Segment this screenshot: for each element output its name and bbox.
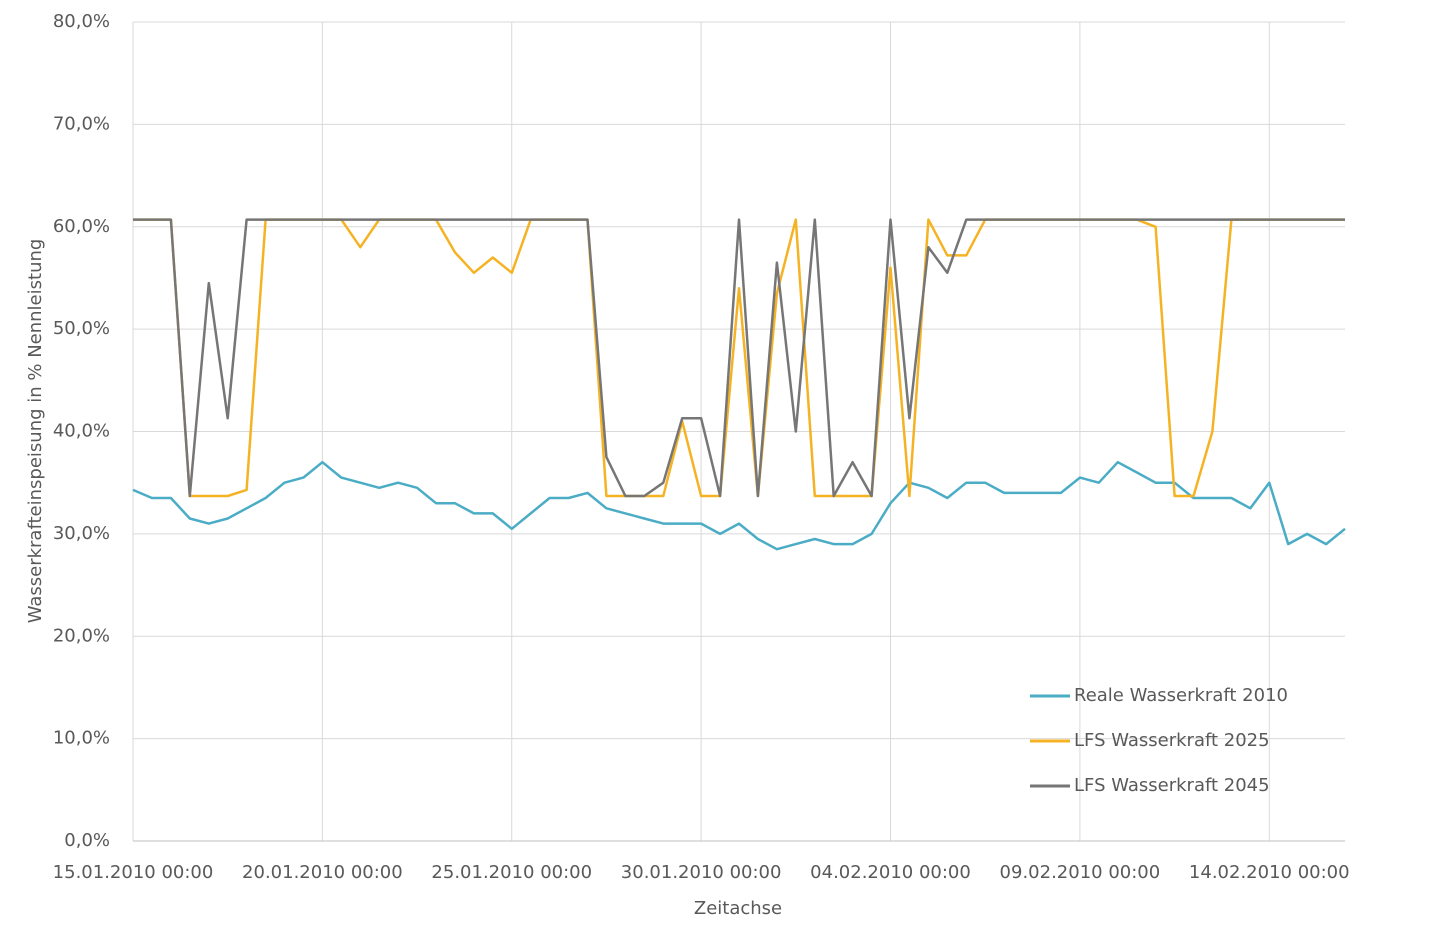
legend-label: LFS Wasserkraft 2025 xyxy=(1074,730,1270,751)
y-tick-label: 80,0% xyxy=(53,11,110,32)
line-series xyxy=(133,218,1345,498)
x-axis-label: Zeitachse xyxy=(694,898,782,919)
line-series xyxy=(132,460,1346,551)
x-tick-label: 09.02.2010 00:00 xyxy=(1000,862,1161,883)
y-tick-label: 0,0% xyxy=(64,830,110,851)
y-axis-label: Wasserkrafteinspeisung in % Nennleistung xyxy=(25,239,46,624)
x-tick-label: 14.02.2010 00:00 xyxy=(1189,862,1350,883)
y-tick-label: 70,0% xyxy=(53,113,110,134)
y-tick-label: 30,0% xyxy=(53,523,110,544)
y-tick-label: 20,0% xyxy=(53,625,110,646)
legend-label: LFS Wasserkraft 2045 xyxy=(1074,775,1270,796)
y-tick-label: 50,0% xyxy=(53,318,110,339)
x-tick-label: 15.01.2010 00:00 xyxy=(53,862,214,883)
y-tick-label: 60,0% xyxy=(53,216,110,237)
x-tick-label: 20.01.2010 00:00 xyxy=(242,862,403,883)
y-tick-label: 40,0% xyxy=(53,421,110,442)
y-tick-label: 10,0% xyxy=(53,728,110,749)
legend-label: Reale Wasserkraft 2010 xyxy=(1074,685,1288,706)
x-tick-label: 25.01.2010 00:00 xyxy=(431,862,592,883)
x-tick-label: 04.02.2010 00:00 xyxy=(810,862,971,883)
line-series xyxy=(133,218,1345,498)
x-tick-label: 30.01.2010 00:00 xyxy=(621,862,782,883)
